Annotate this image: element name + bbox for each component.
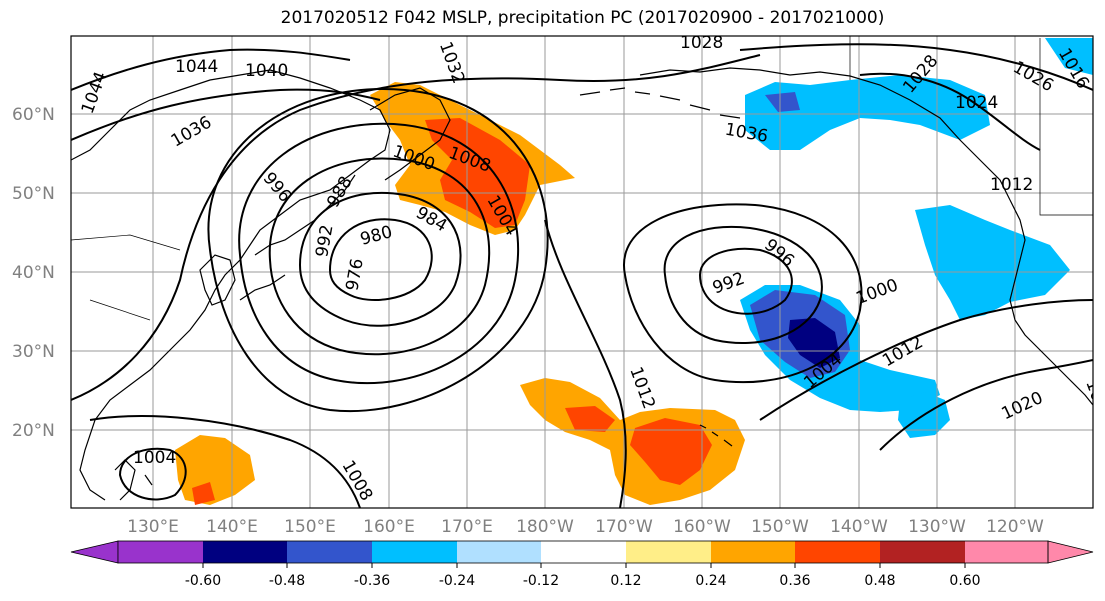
colorbar-segment <box>203 541 287 563</box>
isobar-alaska-1020 <box>739 43 1093 91</box>
isobar-low-east-1008 <box>622 203 863 384</box>
country-borders <box>71 36 1093 321</box>
isobar-low-west-992 <box>268 157 491 356</box>
colorbar-tick-label: -0.36 <box>354 573 390 589</box>
lon-label: 150°W <box>751 517 809 537</box>
colorbar-segment <box>287 541 372 563</box>
colorbar-tick-label: -0.24 <box>439 573 475 589</box>
colorbar-tick-label: 0.24 <box>695 573 726 589</box>
colorbar-tick-label: 0.36 <box>779 573 810 589</box>
isobar-ridge-1020 <box>879 359 1093 451</box>
lon-label: 180°W <box>516 517 574 537</box>
isobar-label: 1044 <box>175 57 218 77</box>
colorbar-segment <box>457 541 541 563</box>
isobar-sw-1004 <box>118 447 187 501</box>
colorbar-segment <box>711 541 795 563</box>
precip-positive-shading <box>175 82 745 505</box>
graticule <box>71 36 1093 508</box>
lon-label: 160°W <box>673 517 731 537</box>
isobar-low-west-976 <box>328 218 433 301</box>
isobar-label: 1004 <box>133 448 176 468</box>
isobar-low-west-984 <box>298 191 462 327</box>
precip-neg-alaska-core <box>765 92 800 112</box>
coast-philippines <box>114 459 153 501</box>
isobar-high-north-1044 <box>71 48 351 91</box>
isobar-alaska-1028 <box>859 72 1041 151</box>
precip-core-hawaii <box>565 406 712 485</box>
coast-hawaii <box>699 424 733 447</box>
colorbar-segment <box>880 541 965 563</box>
coast-korea <box>199 254 236 306</box>
isobar-low-east-992 <box>698 247 793 315</box>
lon-label: 170°W <box>595 517 653 537</box>
colorbar-tick-label: -0.60 <box>185 573 221 589</box>
precip-core-japan-sea <box>425 118 530 228</box>
isobar-label: 1040 <box>245 61 288 81</box>
colorbar-tick-label: 0.12 <box>610 573 641 589</box>
colorbar-tick-label: -0.12 <box>523 573 559 589</box>
colorbar-segment <box>118 541 203 563</box>
colorbar-extend-low <box>70 540 119 564</box>
lon-label: 140°E <box>206 517 258 537</box>
colorbar-segment <box>965 541 1048 563</box>
coast-north-america <box>1009 199 1093 406</box>
colorbar-frame <box>117 540 1049 564</box>
lat-label: 60°N <box>12 105 55 125</box>
lon-label: 140°W <box>830 517 888 537</box>
colorbar-segment <box>541 541 626 563</box>
precip-core-west <box>192 482 215 505</box>
colorbar-segment <box>626 541 711 563</box>
coast-kamchatka <box>369 87 451 181</box>
isobar-low-west-1008 <box>207 88 549 413</box>
lon-label: 160°E <box>363 517 415 537</box>
isobar-east-1012 <box>759 299 1093 421</box>
map-frame <box>70 35 1094 509</box>
colorbar-tick-label: -0.48 <box>269 573 305 589</box>
lat-label: 50°N <box>12 184 55 204</box>
colorbar-tick-label: 0.60 <box>949 573 980 589</box>
precip-neg-northwest <box>915 205 1070 320</box>
precip-neg-central-core <box>788 318 840 368</box>
lat-label: 30°N <box>12 342 55 362</box>
isobar-label: 1028 <box>680 33 723 53</box>
lon-label: 130°W <box>908 517 966 537</box>
isobar-label: 1024 <box>955 93 998 113</box>
lon-label: 150°E <box>284 517 336 537</box>
lat-label: 40°N <box>12 263 55 283</box>
lon-label: 130°E <box>127 517 179 537</box>
isobar-sw-1008 <box>89 415 361 508</box>
precip-neg-gulf <box>1045 38 1093 75</box>
isobar-low-west-1000 <box>238 122 520 385</box>
colorbar: -0.60 -0.48 -0.36 -0.24 -0.12 0.12 0.24 … <box>70 540 1094 589</box>
isobar-ridge-1016 <box>71 54 761 401</box>
latitude-labels: 60°N 50°N 40°N 30°N 20°N <box>12 105 55 441</box>
isobar-label: 1012 <box>990 175 1033 195</box>
figure-title: 2017020512 F042 MSLP, precipitation PC (… <box>280 8 885 28</box>
colorbar-extend-high <box>1047 540 1094 564</box>
precip-neg-alaska <box>745 75 990 150</box>
colorbar-segment <box>372 541 457 563</box>
colorbar-ticks <box>202 563 966 568</box>
colorbar-tick-label: 0.48 <box>864 573 895 589</box>
colorbar-segment <box>795 541 880 563</box>
isobar-low-east-1000 <box>663 225 823 344</box>
lon-label: 170°E <box>441 517 493 537</box>
longitude-labels: 130°E 140°E 150°E 160°E 170°E 180°W 170°… <box>127 517 1044 537</box>
lon-label: 120°W <box>986 517 1044 537</box>
isobars <box>71 43 1093 508</box>
coast-aleutians <box>579 87 741 119</box>
coast-asia <box>71 69 391 501</box>
isobar-ridge-1012 <box>544 219 627 508</box>
map-area: 1044 1044 1040 1036 1032 1028 1028 1024 … <box>71 33 1093 508</box>
lat-label: 20°N <box>12 421 55 441</box>
